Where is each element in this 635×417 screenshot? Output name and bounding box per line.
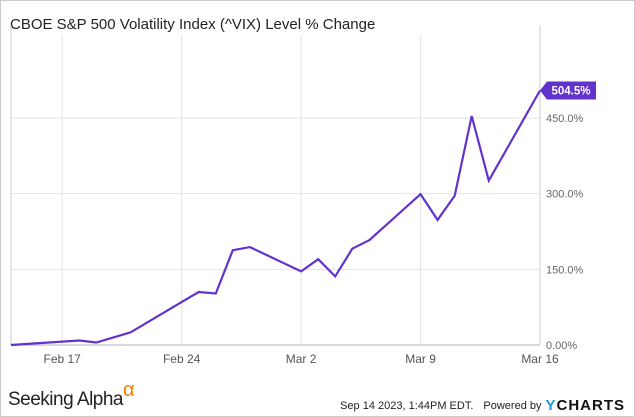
- y-tick-label: 300.0%: [546, 189, 584, 201]
- alpha-symbol: α: [123, 379, 135, 401]
- brand-text: Seeking Alpha: [8, 389, 124, 410]
- x-tick-label: Mar 2: [286, 352, 317, 366]
- seeking-alpha-logo: Seeking Alphaα: [8, 379, 135, 411]
- chart-title: CBOE S&P 500 Volatility Index (^VIX) Lev…: [10, 16, 376, 33]
- series-line: [10, 89, 541, 347]
- x-tick-label: Feb 24: [163, 352, 201, 366]
- last-value-badge: [540, 81, 596, 100]
- y-tick-label: 0.00%: [546, 340, 577, 352]
- footer-credits: Sep 14 2023, 1:44PM EDT. Powered by YCHA…: [340, 397, 625, 414]
- powered-by: Powered by: [483, 399, 542, 412]
- x-tick-label: Mar 9: [405, 352, 436, 366]
- y-tick-label: 450.0%: [546, 113, 584, 125]
- timestamp: Sep 14 2023, 1:44PM EDT.: [340, 399, 474, 412]
- x-tick-label: Mar 16: [521, 352, 559, 366]
- x-tick-label: Feb 17: [44, 352, 82, 366]
- ycharts-logo[interactable]: YCHARTS: [545, 397, 625, 414]
- last-value-label: 504.5%: [551, 86, 590, 98]
- y-tick-label: 150.0%: [546, 264, 584, 276]
